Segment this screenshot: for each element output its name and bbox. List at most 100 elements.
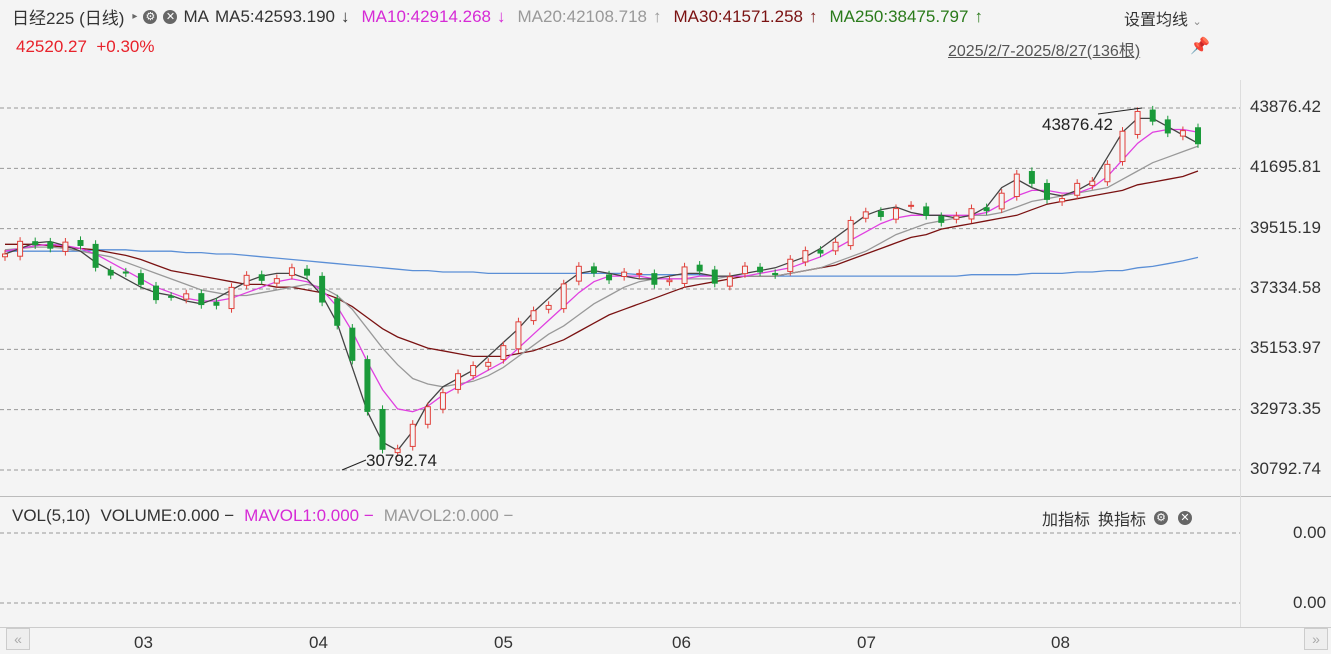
close-icon[interactable]: ✕ [163,9,178,24]
candle [122,271,129,274]
candle [651,273,658,285]
candle [17,240,24,257]
ma250-value: MA250:38475.797 ↑ [829,6,983,26]
candle [953,215,960,220]
candle [1013,173,1020,197]
candle [137,273,144,285]
candle [1119,130,1126,163]
panel-divider [0,496,1331,497]
candle [439,392,446,410]
candle [32,241,39,246]
candle [1195,127,1201,145]
candle [500,345,507,360]
indicator-controls: 加指标 换指标 ⚙ ✕ [1042,506,1194,530]
volume-value: VOLUME:0.000 − [100,506,235,525]
candle [515,321,522,350]
pin-icon[interactable]: 📌 [1190,38,1210,55]
y-tick-label: 39515.19 [1250,217,1321,237]
candle [666,279,673,283]
candle [107,269,114,276]
candle [1164,119,1171,134]
candle [530,310,537,322]
symbol-title[interactable]: 日经225 (日线) [12,9,125,28]
ma250-line [5,249,1199,277]
candle [908,204,915,207]
ma-label: MA [183,6,209,26]
x-tick-label: 03 [134,633,153,652]
candle [606,274,613,281]
candle [47,241,54,249]
mavol2-value: MAVOL2:0.000 − [383,506,514,525]
candle [696,264,703,272]
add-indicator-button[interactable]: 加指标 [1042,512,1091,529]
ma20-value: MA20:42108.718 ↑ [517,6,662,26]
y-tick-label: 37334.58 [1250,278,1321,297]
candle [711,269,718,284]
ma20-line [4,145,1199,388]
candle [243,274,250,286]
scroll-right-button[interactable]: » [1304,628,1328,650]
candle [983,207,990,212]
candle [590,266,597,274]
ma-settings-button[interactable]: 设置均线 ⌄ [1124,12,1202,29]
candle [681,266,688,284]
candle [409,423,416,447]
chart-header: 日经225 (日线) ▸ ⚙ ✕ MA MA5:42593.190 ↓ MA10:… [12,4,995,29]
gear-icon[interactable]: ⚙ [143,9,158,24]
candlestick-chart[interactable]: 43876.42 30792.74 [0,80,1240,495]
candle [802,250,809,263]
current-price: 42520.27 +0.30% [16,37,155,56]
candle [485,361,492,367]
candle [575,265,582,282]
candle [1074,182,1081,196]
y-tick-label: 32973.35 [1250,398,1321,418]
candle [923,206,930,216]
candle [2,253,8,258]
gear-icon[interactable]: ⚙ [1154,511,1169,525]
candle [1043,182,1050,200]
vol-label: VOL(5,10) [12,506,91,525]
scroll-left-button[interactable]: « [6,628,30,650]
close-icon[interactable]: ✕ [1178,511,1193,525]
volume-y-label: 0.00 [1293,593,1327,612]
candle [832,241,839,252]
candle [772,272,779,276]
candle [1134,110,1141,135]
ma30-line [5,170,1199,358]
date-range[interactable]: 2025/2/7-2025/8/27(136根) [948,43,1141,60]
candle [817,249,824,254]
candle [77,240,84,246]
y-axis-divider [1240,80,1241,628]
candle [349,327,356,361]
volume-y-label: 0.00 [1293,523,1327,542]
candle [168,295,175,298]
x-tick-label: 07 [857,633,876,652]
candle [1089,180,1096,186]
y-tick-label: 35153.97 [1250,338,1321,358]
candle [787,258,794,272]
symbol-dropdown-icon[interactable]: ▸ [132,11,138,22]
candle [198,293,205,306]
candle [334,298,341,326]
volume-header: VOL(5,10) VOLUME:0.000 − MAVOL1:0.000 − … [12,506,513,526]
x-tick-label: 04 [309,633,328,652]
candle [258,274,265,281]
candle [470,365,477,377]
candle [877,210,884,217]
ma30-value: MA30:41571.258 ↑ [673,6,818,26]
candle [273,278,280,284]
ma5-value: MA5:42593.190 ↓ [214,6,350,26]
candle [1179,130,1186,137]
mavol1-value: MAVOL1:0.000 − [244,506,374,525]
low-annotation: 30792.74 [366,451,437,470]
candle [862,211,869,219]
candle [741,265,748,275]
candle [998,192,1005,210]
switch-indicator-button[interactable]: 换指标 [1098,512,1147,529]
candle [1059,198,1066,203]
candle [621,271,628,277]
candle [153,285,160,301]
x-tick-label: 08 [1051,633,1070,652]
candle [938,216,945,223]
candle [560,283,567,310]
